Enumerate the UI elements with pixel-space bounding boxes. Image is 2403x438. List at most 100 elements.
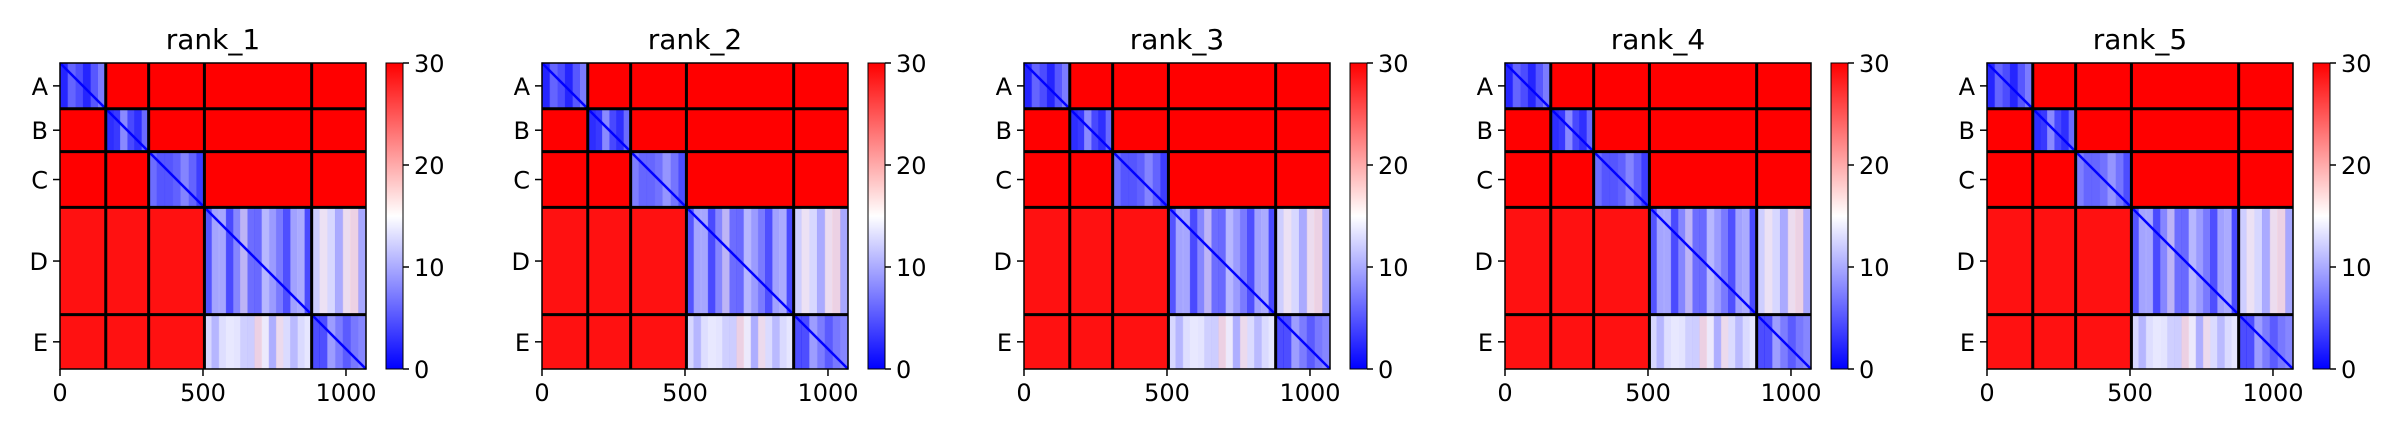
heatmap-texture	[1656, 314, 1665, 369]
heatmap-block-1-3	[204, 108, 312, 152]
heatmap-texture	[1649, 314, 1658, 369]
heatmap-texture	[1211, 314, 1219, 369]
axes-frame	[541, 62, 849, 370]
heatmap-texture	[2238, 207, 2247, 315]
heatmap-texture	[283, 314, 291, 369]
heatmap-texture	[1706, 207, 1715, 315]
heatmap-texture	[1625, 151, 1634, 208]
heatmap-texture	[297, 207, 306, 315]
heatmap-texture	[1189, 207, 1198, 315]
heatmap-texture	[779, 207, 788, 315]
heatmap-diagonal	[1504, 62, 1552, 110]
heatmap-block-0-1	[1550, 63, 1594, 109]
heatmap-texture	[1987, 63, 1996, 109]
heatmap-block-2-3	[1649, 151, 1757, 208]
heatmap-block-4-1	[105, 314, 149, 369]
x-tick-label: 500	[1144, 379, 1190, 407]
heatmap-texture	[1062, 63, 1071, 109]
heatmap-texture	[809, 314, 818, 369]
heatmap-texture	[1749, 207, 1758, 315]
heatmap-texture	[1306, 207, 1315, 315]
heatmap-block-1-0	[1505, 108, 1551, 152]
heatmap-block-4-1	[2032, 314, 2076, 369]
heatmap-texture	[1728, 314, 1736, 369]
heatmap-diagonal	[147, 150, 206, 209]
axes-frame	[1986, 62, 2294, 370]
heatmap-texture	[824, 314, 833, 369]
heatmap-block-2-4	[311, 151, 366, 208]
heatmap-block-0-3	[2131, 63, 2239, 109]
heatmap-texture	[2181, 314, 2190, 369]
heatmap-block-1-4	[793, 108, 848, 152]
y-tick-label: D	[512, 248, 530, 276]
heatmap-texture	[268, 314, 277, 369]
heatmap-texture	[840, 207, 849, 315]
heatmap-texture	[311, 207, 320, 315]
heatmap-texture	[2039, 108, 2048, 152]
heatmap-block-2-0	[1024, 151, 1070, 208]
heatmap-block-3-2	[1593, 207, 1650, 315]
heatmap-texture	[304, 207, 313, 315]
heatmap-block-0-2	[148, 63, 205, 109]
heatmap-texture	[824, 207, 833, 315]
heatmap-block-1-0	[1987, 108, 2033, 152]
heatmap-texture	[283, 207, 291, 315]
heatmap-texture	[662, 151, 671, 208]
heatmap-texture	[1268, 314, 1277, 369]
heatmap-texture	[290, 207, 298, 315]
heatmap-texture	[134, 108, 143, 152]
colorbar	[1349, 62, 1368, 370]
heatmap-texture	[1678, 314, 1686, 369]
heatmap-texture	[2174, 314, 2182, 369]
heatmap-texture	[1261, 314, 1270, 369]
heatmap-texture	[1182, 207, 1191, 315]
heatmap-texture	[1160, 151, 1169, 208]
heatmap-texture	[141, 108, 150, 152]
heatmap-texture	[240, 207, 248, 315]
y-tick-label: D	[30, 248, 48, 276]
heatmap-texture	[707, 314, 716, 369]
heatmap-texture	[1076, 108, 1085, 152]
heatmap-block-0-1	[1069, 63, 1113, 109]
heatmap-block-0-2	[2075, 63, 2132, 109]
heatmap-texture	[1211, 207, 1219, 315]
y-tick-label: B	[1477, 117, 1493, 145]
heatmap-texture	[1520, 63, 1529, 109]
heatmap-texture	[225, 207, 234, 315]
heatmap-texture	[1795, 207, 1804, 315]
heatmap-texture	[2083, 151, 2093, 208]
heatmap-texture	[2167, 314, 2175, 369]
heatmap-block-1-3	[1649, 108, 1757, 152]
heatmap-diagonal	[1648, 206, 1758, 316]
heatmap-block-4-0	[1505, 314, 1551, 369]
heatmap-texture	[557, 63, 566, 109]
heatmap-texture	[801, 207, 810, 315]
heatmap-texture	[2009, 63, 2019, 109]
heatmap-texture	[1994, 63, 2003, 109]
heatmap-diagonal	[792, 313, 849, 370]
heatmap-texture	[678, 151, 687, 208]
heatmap-texture	[1586, 108, 1595, 152]
heatmap-block-0-4	[793, 63, 848, 109]
heatmap-texture	[1314, 207, 1323, 315]
colorbar-tick-label: 0	[2341, 356, 2356, 384]
heatmap-texture	[1218, 314, 1227, 369]
heatmap-block-1-2	[148, 108, 205, 152]
heatmap-diagonal	[1755, 313, 1812, 370]
heatmap-block-3-2	[1112, 207, 1169, 315]
heatmap-texture	[1572, 108, 1580, 152]
heatmap-texture	[90, 63, 99, 109]
x-tick-label: 1000	[315, 379, 376, 407]
heatmap-texture	[247, 207, 255, 315]
heatmap-texture	[1254, 314, 1262, 369]
heatmap-texture	[772, 207, 780, 315]
y-tick-label: E	[515, 329, 530, 357]
heatmap-texture	[2246, 207, 2255, 315]
x-tick-label: 0	[1497, 379, 1512, 407]
heatmap-block-4-3	[204, 314, 312, 369]
heatmap-block-3-0	[542, 207, 588, 315]
heatmap-texture	[630, 151, 640, 208]
heatmap-texture	[1803, 314, 1812, 369]
heatmap-texture	[623, 108, 632, 152]
heatmap-texture	[707, 207, 716, 315]
